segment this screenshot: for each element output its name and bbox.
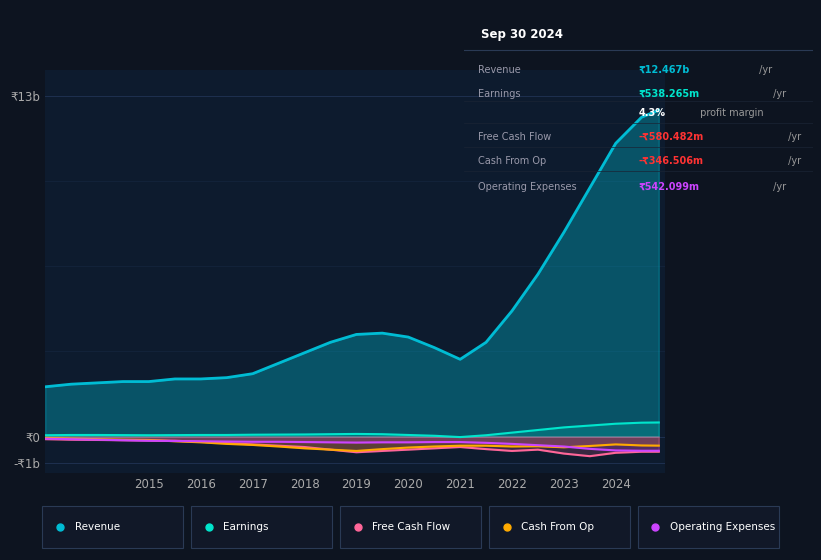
Text: Free Cash Flow: Free Cash Flow <box>372 522 451 531</box>
FancyBboxPatch shape <box>638 506 778 548</box>
Text: /yr: /yr <box>770 88 787 99</box>
Text: /yr: /yr <box>770 182 787 192</box>
Text: Cash From Op: Cash From Op <box>521 522 594 531</box>
Text: Revenue: Revenue <box>75 522 120 531</box>
Text: Revenue: Revenue <box>478 64 521 74</box>
Text: /yr: /yr <box>785 132 801 142</box>
Text: Operating Expenses: Operating Expenses <box>478 182 576 192</box>
Text: -₹580.482m: -₹580.482m <box>639 132 704 142</box>
Text: Earnings: Earnings <box>223 522 269 531</box>
Text: ₹538.265m: ₹538.265m <box>639 88 699 99</box>
Text: Free Cash Flow: Free Cash Flow <box>478 132 551 142</box>
Text: Operating Expenses: Operating Expenses <box>670 522 775 531</box>
FancyBboxPatch shape <box>191 506 332 548</box>
FancyBboxPatch shape <box>43 506 183 548</box>
FancyBboxPatch shape <box>489 506 630 548</box>
Text: Sep 30 2024: Sep 30 2024 <box>481 28 563 41</box>
Text: -₹346.506m: -₹346.506m <box>639 156 704 166</box>
Text: /yr: /yr <box>755 64 772 74</box>
Text: Cash From Op: Cash From Op <box>478 156 546 166</box>
Text: ₹12.467b: ₹12.467b <box>639 64 690 74</box>
FancyBboxPatch shape <box>340 506 481 548</box>
Text: profit margin: profit margin <box>697 109 764 118</box>
Text: /yr: /yr <box>785 156 801 166</box>
Text: ₹542.099m: ₹542.099m <box>639 182 699 192</box>
Text: 4.3%: 4.3% <box>639 109 665 118</box>
Text: Earnings: Earnings <box>478 88 521 99</box>
